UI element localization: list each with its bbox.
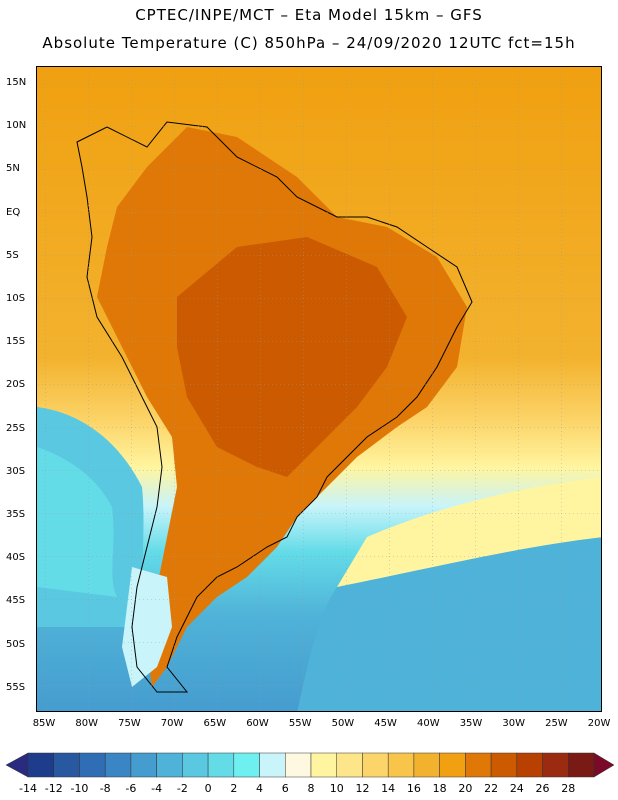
colorbar-swatch [207, 752, 235, 778]
colorbar-swatch [336, 752, 363, 778]
colorbar-tick-label: 8 [307, 782, 315, 795]
colorbar-tick-label: 2 [230, 782, 238, 795]
lat-label: 30S [6, 465, 26, 477]
temperature-map [37, 67, 601, 711]
lat-label: 35S [6, 509, 26, 520]
colorbar-swatch [413, 752, 440, 778]
colorbar-tick-label: 12 [355, 782, 370, 795]
colorbar-swatch [156, 752, 183, 778]
colorbar-tick-label: 10 [329, 782, 344, 795]
lat-label: 20S [6, 379, 26, 391]
lat-label: EQ [6, 206, 21, 218]
colorbar-swatch [439, 752, 466, 778]
lat-label: 5S [6, 249, 19, 261]
colorbar-tick-label: -10 [70, 782, 89, 795]
graticule [37, 67, 601, 711]
colorbar-tick-label: 6 [281, 782, 289, 795]
colorbar-swatch [79, 752, 106, 778]
lon-label: 75W [118, 718, 141, 729]
lat-label: 10N [6, 120, 27, 132]
map-title-line2: Absolute Temperature (C) 850hPa – 24/09/… [42, 34, 576, 52]
lat-label: 15N [6, 77, 27, 88]
colorbar-tick-label: 22 [484, 782, 499, 795]
lon-label: 80W [75, 718, 98, 729]
lon-label: 85W [32, 718, 56, 729]
colorbar-tick-label: -8 [99, 782, 111, 795]
lat-label: 15S [6, 336, 26, 348]
lon-label: 30W [502, 718, 525, 729]
colorbar-tick-label: 18 [432, 782, 447, 795]
colorbar-swatch [259, 752, 286, 778]
colorbar-swatch [490, 752, 518, 778]
colorbar-tick-label: -6 [125, 782, 137, 795]
lon-label: 70W [160, 718, 184, 729]
colorbar-tick-label: 0 [204, 782, 212, 795]
colorbar-swatch [285, 752, 312, 778]
lat-label: 45S [6, 595, 26, 607]
colorbar-left-arrow [6, 752, 29, 778]
colorbar-tick-label: 16 [406, 782, 421, 795]
colorbar-tick-label: 20 [458, 782, 473, 795]
colorbar-swatch [516, 752, 543, 778]
lat-label: 5N [6, 163, 20, 175]
lon-label: 40W [416, 718, 440, 729]
colorbar-right-arrow [593, 752, 615, 778]
colorbar-swatch [182, 752, 209, 778]
lon-label: 25W [545, 718, 568, 729]
lat-label: 10S [6, 293, 26, 304]
colorbar-tick-label: -14 [19, 782, 37, 795]
lat-label: 50S [6, 638, 26, 650]
colorbar-swatch [27, 752, 54, 778]
colorbar-swatch [104, 752, 132, 778]
colorbar-tick-label: 4 [256, 782, 264, 795]
colorbar [6, 752, 615, 778]
colorbar-tick-label: -4 [151, 782, 163, 795]
colorbar-swatch [387, 752, 415, 778]
colorbar-swatch [130, 752, 157, 778]
colorbar-tick-label: 24 [509, 782, 524, 795]
lon-label: 50W [331, 718, 355, 729]
colorbar-swatch [542, 752, 569, 778]
colorbar-tick-label: 26 [535, 782, 550, 795]
map-title-line1: CPTEC/INPE/MCT – Eta Model 15km – GFS [135, 6, 483, 24]
colorbar-swatch [465, 752, 492, 778]
map-area[interactable] [36, 66, 602, 712]
lon-label: 60W [246, 718, 269, 729]
colorbar-swatch [233, 752, 260, 778]
colorbar-tick-label: 14 [381, 782, 396, 795]
colorbar-tick-label: 28 [561, 782, 576, 795]
colorbar-tick-label: -2 [176, 782, 188, 795]
lon-label: 45W [374, 718, 397, 729]
lon-label: 65W [203, 718, 227, 729]
lon-label: 35W [459, 718, 483, 729]
lon-label: 20W [587, 718, 611, 729]
lat-label: 25S [6, 422, 26, 434]
colorbar-swatch [310, 752, 337, 778]
lon-label: 55W [288, 718, 312, 729]
lat-label: 55S [6, 681, 26, 693]
colorbar-swatch [362, 752, 389, 778]
colorbar-tick-label: -12 [44, 782, 63, 795]
colorbar-swatch [568, 752, 595, 778]
colorbar-swatch [53, 752, 80, 778]
lat-label: 40S [6, 552, 26, 564]
